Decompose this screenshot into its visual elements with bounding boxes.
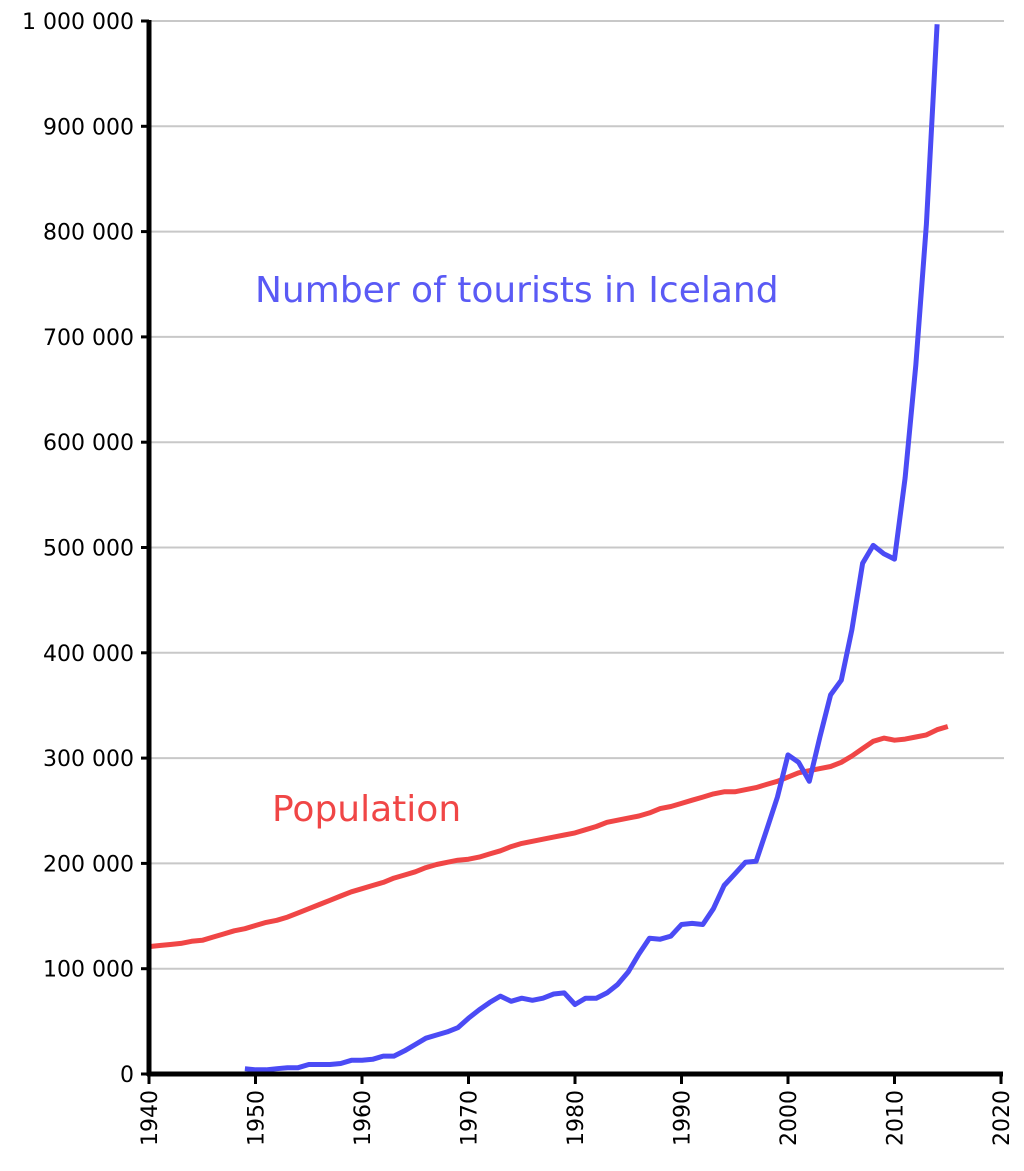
- y-tick-label: 400 000: [43, 642, 134, 667]
- tourists-line: [244, 24, 940, 1073]
- x-tick-label: 1960: [351, 1090, 376, 1146]
- y-tick-label: 500 000: [43, 537, 134, 562]
- x-tick-label: 2020: [990, 1090, 1015, 1146]
- y-tick-label: 900 000: [43, 115, 134, 140]
- series-group: [148, 24, 949, 1073]
- y-tick-label: 600 000: [43, 431, 134, 456]
- x-tick-labels: 1940 1950 1960 1970 1980 1990 2000 2010 2020: [138, 1074, 1015, 1146]
- y-tick-labels: 0 100 000 200 000 300 000 400 000 500 000 600 …: [22, 10, 149, 1088]
- x-tick-label: 1950: [245, 1090, 270, 1146]
- grid-lines: [149, 20, 1004, 970]
- y-tick-label: 300 000: [43, 747, 134, 772]
- x-tick-label: 1980: [564, 1090, 589, 1146]
- y-tick-label: 200 000: [43, 852, 134, 877]
- population-series-label: Population: [272, 789, 461, 830]
- tourists-series-label: Number of tourists in Iceland: [255, 270, 779, 311]
- y-tick-label: 1 000 000: [22, 10, 134, 35]
- x-tick-label: 2000: [777, 1090, 802, 1146]
- y-tick-label: 0: [120, 1063, 134, 1088]
- x-tick-label: 2010: [884, 1090, 909, 1146]
- y-tick-label: 800 000: [43, 221, 134, 246]
- y-tick-label: 100 000: [43, 958, 134, 983]
- x-tick-label: 1940: [138, 1090, 163, 1146]
- x-tick-label: 1970: [458, 1090, 483, 1146]
- y-tick-label: 700 000: [43, 326, 134, 351]
- population-line: [148, 724, 949, 950]
- x-tick-label: 1990: [671, 1090, 696, 1146]
